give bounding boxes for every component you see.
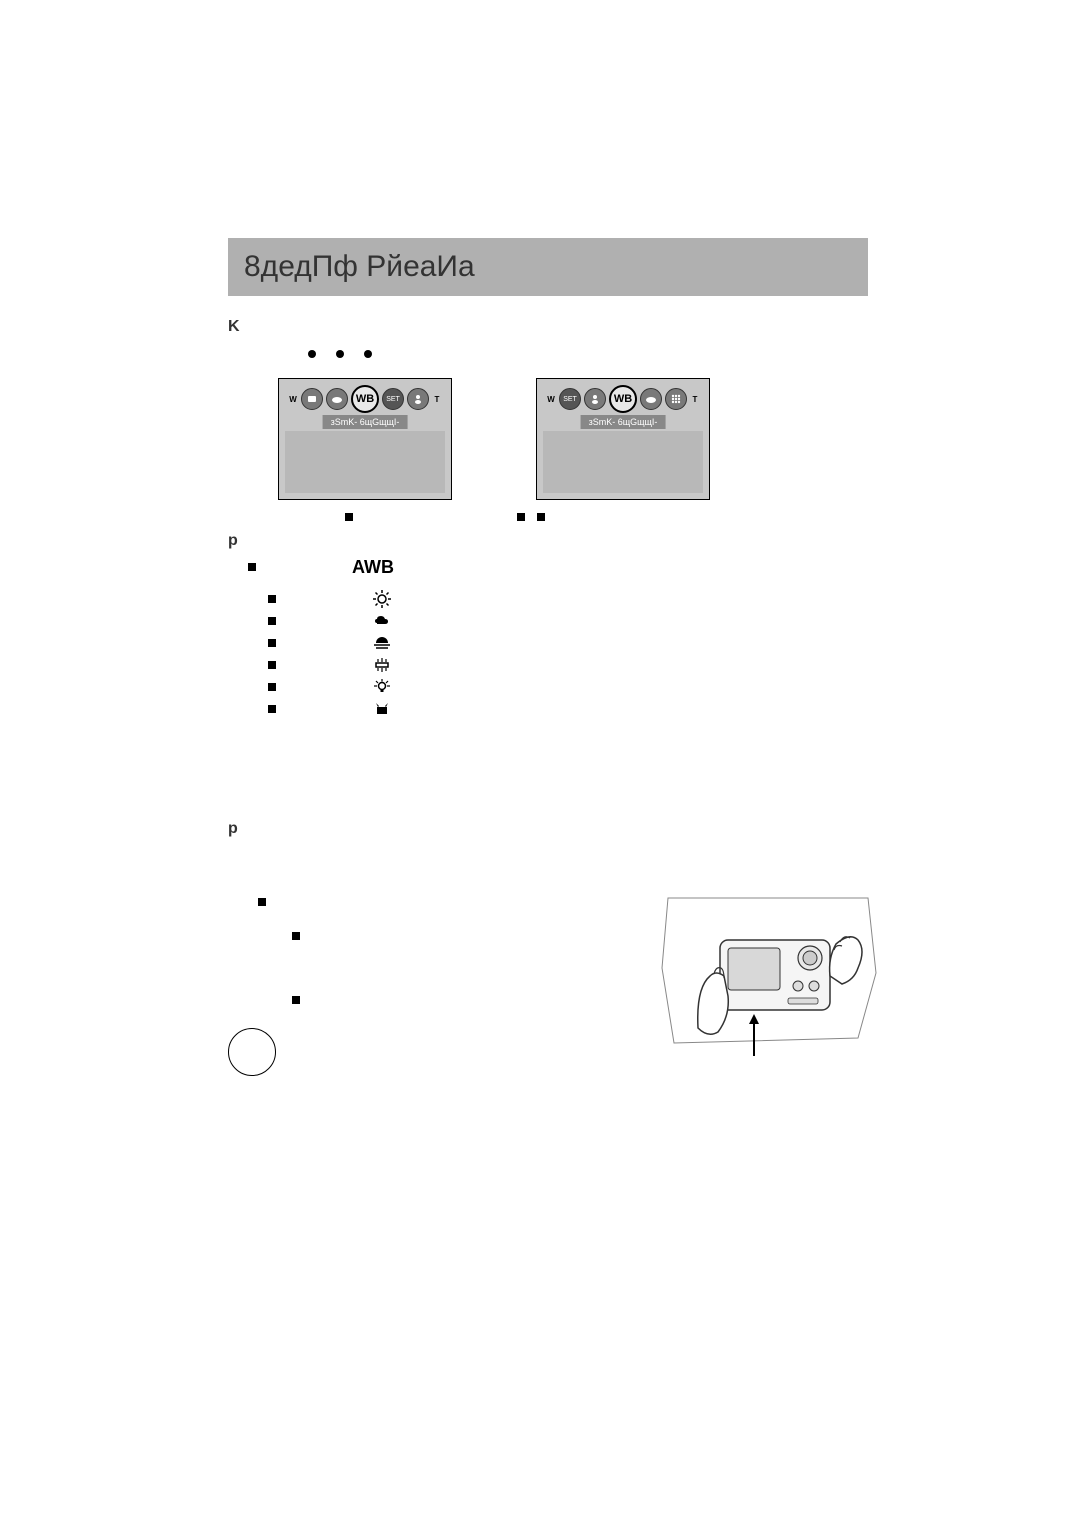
wb-mode-auto: AWB <box>248 556 868 578</box>
screen-status-label: зSmK- 6щGщщI- <box>581 415 666 429</box>
section-k: K W WB SET <box>228 318 868 500</box>
zoom-w-label: W <box>288 395 298 404</box>
cloud-icon <box>326 388 348 410</box>
zoom-t-label: T <box>690 395 700 404</box>
cloudy-icon <box>372 611 392 631</box>
wb-mode-cloudy <box>268 610 868 632</box>
lcd-preview-1: W WB SET T <box>278 378 452 500</box>
section-p1: p AWB <box>228 532 868 720</box>
person-icon <box>407 388 429 410</box>
sunset-icon <box>372 633 392 653</box>
zoom-t-label: T <box>432 395 442 404</box>
wb-mode-sunset <box>268 632 868 654</box>
page-title: 8дедПф РйеаИа <box>228 238 868 296</box>
mode-icon <box>301 388 323 410</box>
section-p2: p <box>228 820 868 1004</box>
wb-button[interactable]: WB <box>351 385 379 413</box>
wb-mode-fluorescent <box>268 654 868 676</box>
screen-status-label: зSmK- 6щGщщI- <box>323 415 408 429</box>
person-icon <box>584 388 606 410</box>
camera-illustration <box>658 888 878 1038</box>
cloud-icon <box>640 388 662 410</box>
wb-button[interactable]: WB <box>609 385 637 413</box>
wb-mode-tungsten <box>268 676 868 698</box>
tungsten-icon <box>372 677 392 697</box>
section-p1-label: p <box>228 532 238 549</box>
dots-indicator <box>308 350 372 358</box>
section-k-label: K <box>228 318 240 335</box>
section-p2-label: p <box>228 820 238 837</box>
wb-mode-custom <box>268 698 868 720</box>
custom-icon <box>372 699 392 719</box>
fluorescent-icon <box>372 655 392 675</box>
wb-mode-daylight <box>268 588 868 610</box>
daylight-icon <box>372 589 392 609</box>
zoom-w-label: W <box>546 395 556 404</box>
set-button[interactable]: SET <box>559 388 581 410</box>
grid-icon <box>665 388 687 410</box>
lcd-preview-2: W SET WB <box>536 378 710 500</box>
page-number-circle <box>228 1028 276 1076</box>
set-button[interactable]: SET <box>382 388 404 410</box>
awb-label: AWB <box>352 557 394 578</box>
